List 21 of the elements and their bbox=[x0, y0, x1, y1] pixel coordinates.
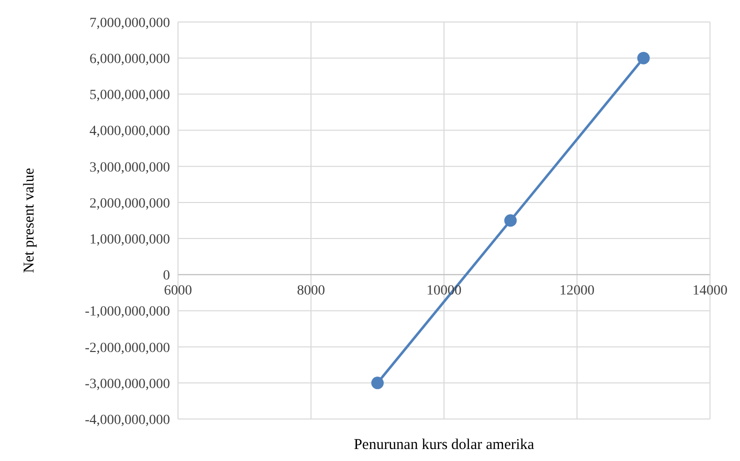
y-tick-label: 3,000,000,000 bbox=[90, 160, 170, 176]
y-tick-label: 5,000,000,000 bbox=[90, 88, 170, 104]
y-tick-label: 6,000,000,000 bbox=[90, 52, 170, 68]
x-tick-label: 8000 bbox=[297, 284, 325, 299]
y-tick-label: 0 bbox=[163, 268, 170, 284]
x-tick-label: 12000 bbox=[560, 284, 594, 299]
y-tick-label: -3,000,000,000 bbox=[84, 376, 170, 392]
y-tick-label: -1,000,000,000 bbox=[84, 304, 170, 320]
y-tick-label: 4,000,000,000 bbox=[90, 124, 170, 140]
point bbox=[371, 376, 384, 390]
y-axis-title: Net present value bbox=[21, 168, 38, 273]
x-axis-title: Penurunan kurs dolar amerika bbox=[354, 437, 535, 453]
x-tick-label: 6000 bbox=[164, 284, 192, 299]
x-tick-label: 14000 bbox=[692, 284, 728, 299]
y-tick-label: 2,000,000,000 bbox=[90, 196, 170, 212]
y-tick-label: -4,000,000,000 bbox=[84, 412, 170, 428]
point bbox=[637, 52, 650, 64]
point bbox=[504, 214, 517, 227]
y-tick-label: -2,000,000,000 bbox=[84, 340, 170, 356]
y-tick-label: 1,000,000,000 bbox=[90, 232, 170, 248]
y-tick-label: 7,000,000,000 bbox=[90, 16, 170, 31]
